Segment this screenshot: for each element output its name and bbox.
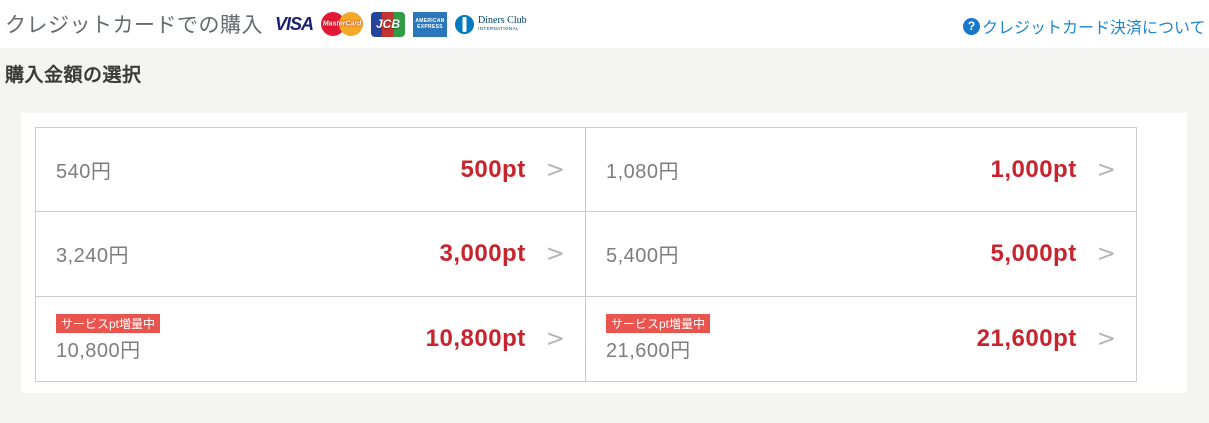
chevron-right-icon: >	[1096, 325, 1116, 352]
price-label: 5,400円	[606, 245, 680, 268]
mastercard-icon: MasterCard	[321, 11, 364, 37]
visa-icon: VISA	[275, 13, 314, 34]
purchase-option-table: 540円 500pt > 1,080円 1,000pt > 3,240円 3,0…	[35, 127, 1137, 382]
points-label: 1,000pt	[990, 155, 1077, 183]
diners-club-icon: Diners Club INTERNATIONAL	[455, 14, 527, 34]
diners-name: Diners Club	[478, 15, 527, 27]
jcb-icon: JCB	[371, 11, 406, 37]
price-group: 540円	[56, 155, 111, 184]
chevron-right-icon: >	[545, 156, 565, 183]
points-label: 3,000pt	[439, 239, 526, 267]
chevron-right-icon: >	[545, 325, 565, 352]
purchase-option-5400[interactable]: 5,400円 5,000pt >	[586, 212, 1136, 297]
diners-subname: INTERNATIONAL	[478, 26, 519, 32]
points-label: 5,000pt	[990, 239, 1077, 267]
points-label: 21,600pt	[976, 324, 1077, 352]
chevron-right-icon: >	[1096, 240, 1116, 267]
jcb-label: JCB	[376, 17, 401, 31]
price-group: 5,400円	[606, 239, 679, 268]
price-group: 1,080円	[606, 155, 679, 184]
points-label: 10,800pt	[425, 324, 526, 352]
card-brand-icons: VISA MasterCard JCB AMERICAN EXPRESS Din…	[275, 11, 527, 37]
points-label: 500pt	[460, 155, 526, 183]
amex-icon: AMERICAN EXPRESS	[413, 11, 448, 37]
price-label: 540円	[56, 161, 112, 184]
help-link-label: クレジットカード決済について	[982, 20, 1206, 37]
price-label: 1,080円	[606, 161, 680, 184]
purchase-option-10800[interactable]: サービスpt増量中 10,800円 10,800pt >	[36, 296, 586, 381]
chevron-right-icon: >	[1096, 156, 1116, 183]
amex-label: AMERICAN EXPRESS	[415, 18, 445, 30]
mastercard-orange-circle	[339, 12, 364, 36]
page-title: クレジットカードでの購入	[5, 14, 263, 37]
price-group: 3,240円	[56, 239, 129, 268]
section-heading: 購入金額の選択	[5, 65, 142, 86]
diners-circle-mark	[455, 14, 475, 34]
price-group: サービスpt増量中 10,800円	[56, 314, 161, 363]
purchase-option-540[interactable]: 540円 500pt >	[36, 128, 586, 213]
price-label: 10,800円	[56, 340, 141, 363]
price-group: サービスpt増量中 21,600円	[606, 314, 711, 363]
purchase-option-1080[interactable]: 1,080円 1,000pt >	[586, 128, 1136, 213]
mastercard-label: MasterCard	[322, 20, 362, 28]
credit-card-help-link[interactable]: ? クレジットカード決済について	[963, 14, 1206, 38]
header-bar: クレジットカードでの購入 VISA MasterCard JCB AMERICA…	[0, 0, 1209, 48]
bonus-points-badge: サービスpt増量中	[56, 314, 161, 334]
purchase-panel: 540円 500pt > 1,080円 1,000pt > 3,240円 3,0…	[21, 113, 1187, 393]
purchase-option-3240[interactable]: 3,240円 3,000pt >	[36, 212, 586, 297]
price-label: 3,240円	[56, 245, 130, 268]
chevron-right-icon: >	[545, 240, 565, 267]
purchase-option-21600[interactable]: サービスpt増量中 21,600円 21,600pt >	[586, 296, 1136, 381]
price-label: 21,600円	[606, 340, 691, 363]
bonus-points-badge: サービスpt増量中	[606, 314, 711, 334]
question-mark-icon: ?	[963, 17, 980, 35]
diners-wordmark: Diners Club INTERNATIONAL	[478, 16, 527, 32]
